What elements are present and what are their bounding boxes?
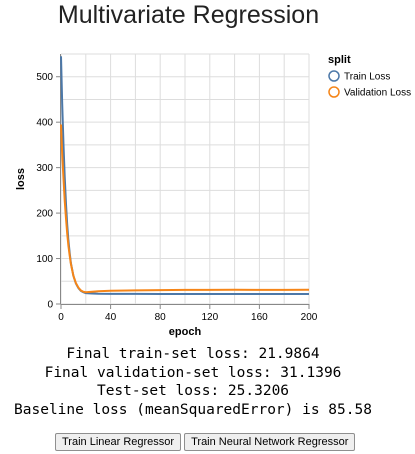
- results-panel: Final train-set loss: 21.9864 Final vali…: [0, 345, 386, 419]
- validation-loss-text: Final validation-set loss: 31.1396: [44, 364, 342, 381]
- train-loss-text: Final train-set loss: 21.9864: [66, 346, 320, 362]
- train-linear-button[interactable]: Train Linear Regressor: [55, 433, 182, 451]
- x-tick-label: 120: [201, 312, 218, 323]
- x-tick-label: 200: [301, 312, 318, 323]
- train-neural-network-button[interactable]: Train Neural Network Regressor: [184, 433, 356, 451]
- x-axis-title: epoch: [169, 326, 202, 338]
- y-tick-label: 300: [36, 163, 53, 174]
- loss-chart: 0 40 80 120 160 200 0 100 200 300 400 500 epoch los…: [15, 53, 411, 338]
- y-tick-label: 200: [36, 209, 53, 220]
- x-tick-label: 160: [251, 312, 268, 323]
- legend-symbol: [328, 86, 340, 98]
- legend-symbol: [328, 70, 340, 82]
- test-loss-text: Test-set loss: 25.3206: [96, 383, 290, 399]
- y-tick-label: 0: [47, 300, 53, 311]
- legend-label: Train Loss: [344, 72, 390, 83]
- button-row: Train Linear Regressor Train Neural Netw…: [55, 433, 356, 451]
- y-tick-label: 100: [36, 254, 53, 265]
- baseline-loss-text: Baseline loss (meanSquaredError) is 85.5…: [14, 401, 372, 418]
- y-tick-label: 500: [36, 72, 53, 83]
- y-tick-label: 400: [36, 118, 53, 129]
- y-axis-title: loss: [15, 168, 27, 190]
- legend-label: Validation Loss: [344, 88, 411, 99]
- validation-loss-line: [60, 124, 310, 294]
- x-tick-label: 40: [105, 312, 117, 323]
- x-tick-label: 80: [155, 312, 167, 323]
- legend-title: split: [328, 54, 351, 66]
- chart-legend: split Train Loss Validation Loss: [328, 54, 411, 99]
- chart-series: [60, 56, 310, 295]
- page-title: Multivariate Regression: [57, 1, 320, 29]
- chart-axes: 0 40 80 120 160 200 0 100 200 300 400 500: [36, 54, 318, 323]
- x-tick-label: 0: [58, 312, 64, 323]
- chart-grid: [60, 53, 310, 305]
